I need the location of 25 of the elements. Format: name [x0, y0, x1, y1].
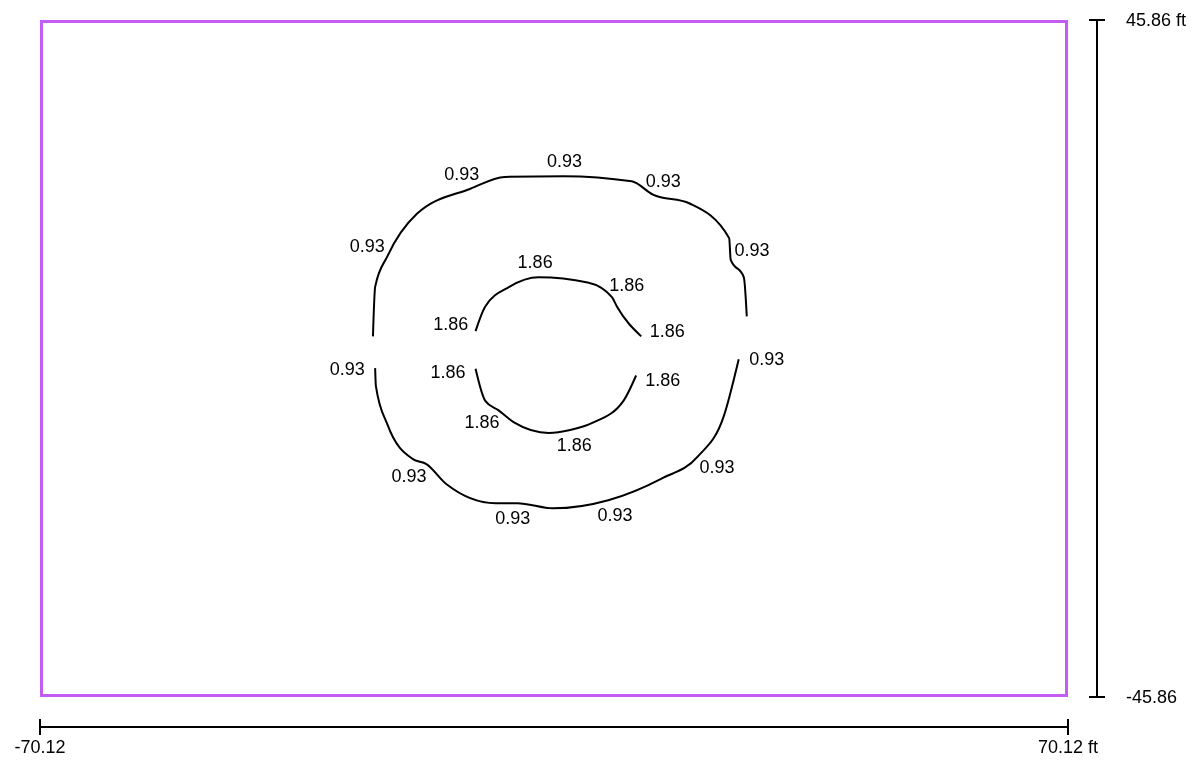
line-series [474, 276, 643, 338]
annotation: 0.93 [749, 349, 785, 370]
annotation: 0.93 [645, 170, 681, 191]
annotation: 0.93 [349, 235, 385, 256]
annotation: 1.86 [517, 252, 553, 273]
annotation: 1.86 [430, 361, 466, 382]
annotation: 1.86 [464, 412, 500, 433]
x-tick-label: -70.12 [14, 737, 66, 757]
line-series [374, 358, 740, 510]
x-tick-label: 70.12 ft [1037, 737, 1099, 757]
annotation: 1.86 [645, 369, 681, 390]
annotation: 1.86 [556, 434, 592, 455]
annotation: 1.86 [433, 314, 469, 335]
annotation: 0.93 [391, 465, 427, 486]
annotation: 0.93 [699, 457, 735, 478]
annotation: 0.93 [329, 359, 365, 380]
annotation: 0.93 [597, 504, 633, 525]
annotation: 0.93 [546, 151, 583, 172]
annotation: 0.93 [734, 239, 770, 260]
annotation: 0.93 [444, 164, 480, 185]
y-tick-label: 45.86 ft [1126, 10, 1187, 30]
annotation: 1.86 [609, 274, 645, 295]
y-tick-label: -45.86 [1126, 687, 1178, 707]
annotation: 0.93 [495, 507, 531, 528]
annotation: 1.86 [649, 320, 685, 341]
